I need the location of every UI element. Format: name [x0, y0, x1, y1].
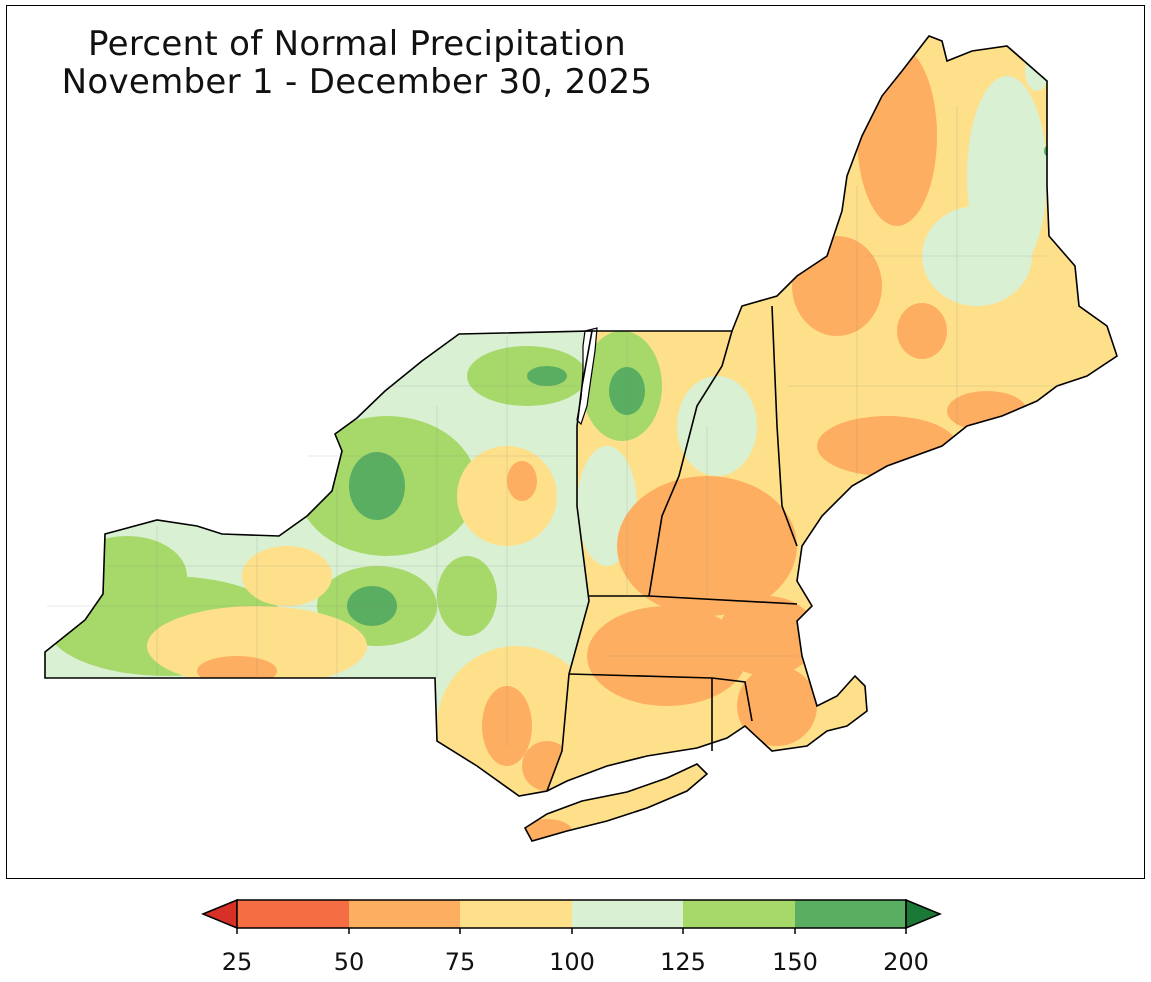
colorbar-tick-label: 150	[772, 948, 818, 976]
colorbar-segment-125-150	[683, 900, 795, 928]
map-frame: Percent of Normal Precipitation November…	[6, 5, 1145, 879]
colorbar-tick-label: 100	[549, 948, 595, 976]
colorbar-segment-50-75	[349, 900, 460, 928]
colorbar-over-arrow	[905, 898, 942, 930]
colorbar-tick-label: 200	[883, 948, 929, 976]
county-lines	[47, 106, 1067, 746]
colorbar-segment-75-100	[460, 900, 572, 928]
colorbar-tick-label: 75	[444, 948, 476, 976]
state-borders	[44, 35, 1118, 842]
colorbar	[201, 898, 942, 934]
colorbar-segment-100-125	[572, 900, 683, 928]
colorbar-tick-label: 125	[660, 948, 706, 976]
map-title-line-1: Percent of Normal Precipitation	[88, 24, 626, 64]
colorbar-under-arrow	[201, 898, 238, 930]
colorbar-segment-25-50	[237, 900, 349, 928]
colorbar-tick-label: 50	[333, 948, 365, 976]
precipitation-map	[44, 35, 1118, 842]
map-title-line-2: November 1 - December 30, 2025	[61, 62, 653, 102]
colorbar-segment-150-200	[795, 900, 906, 928]
colorbar-tick-label: 25	[221, 948, 253, 976]
lake-champlain	[576, 327, 598, 426]
